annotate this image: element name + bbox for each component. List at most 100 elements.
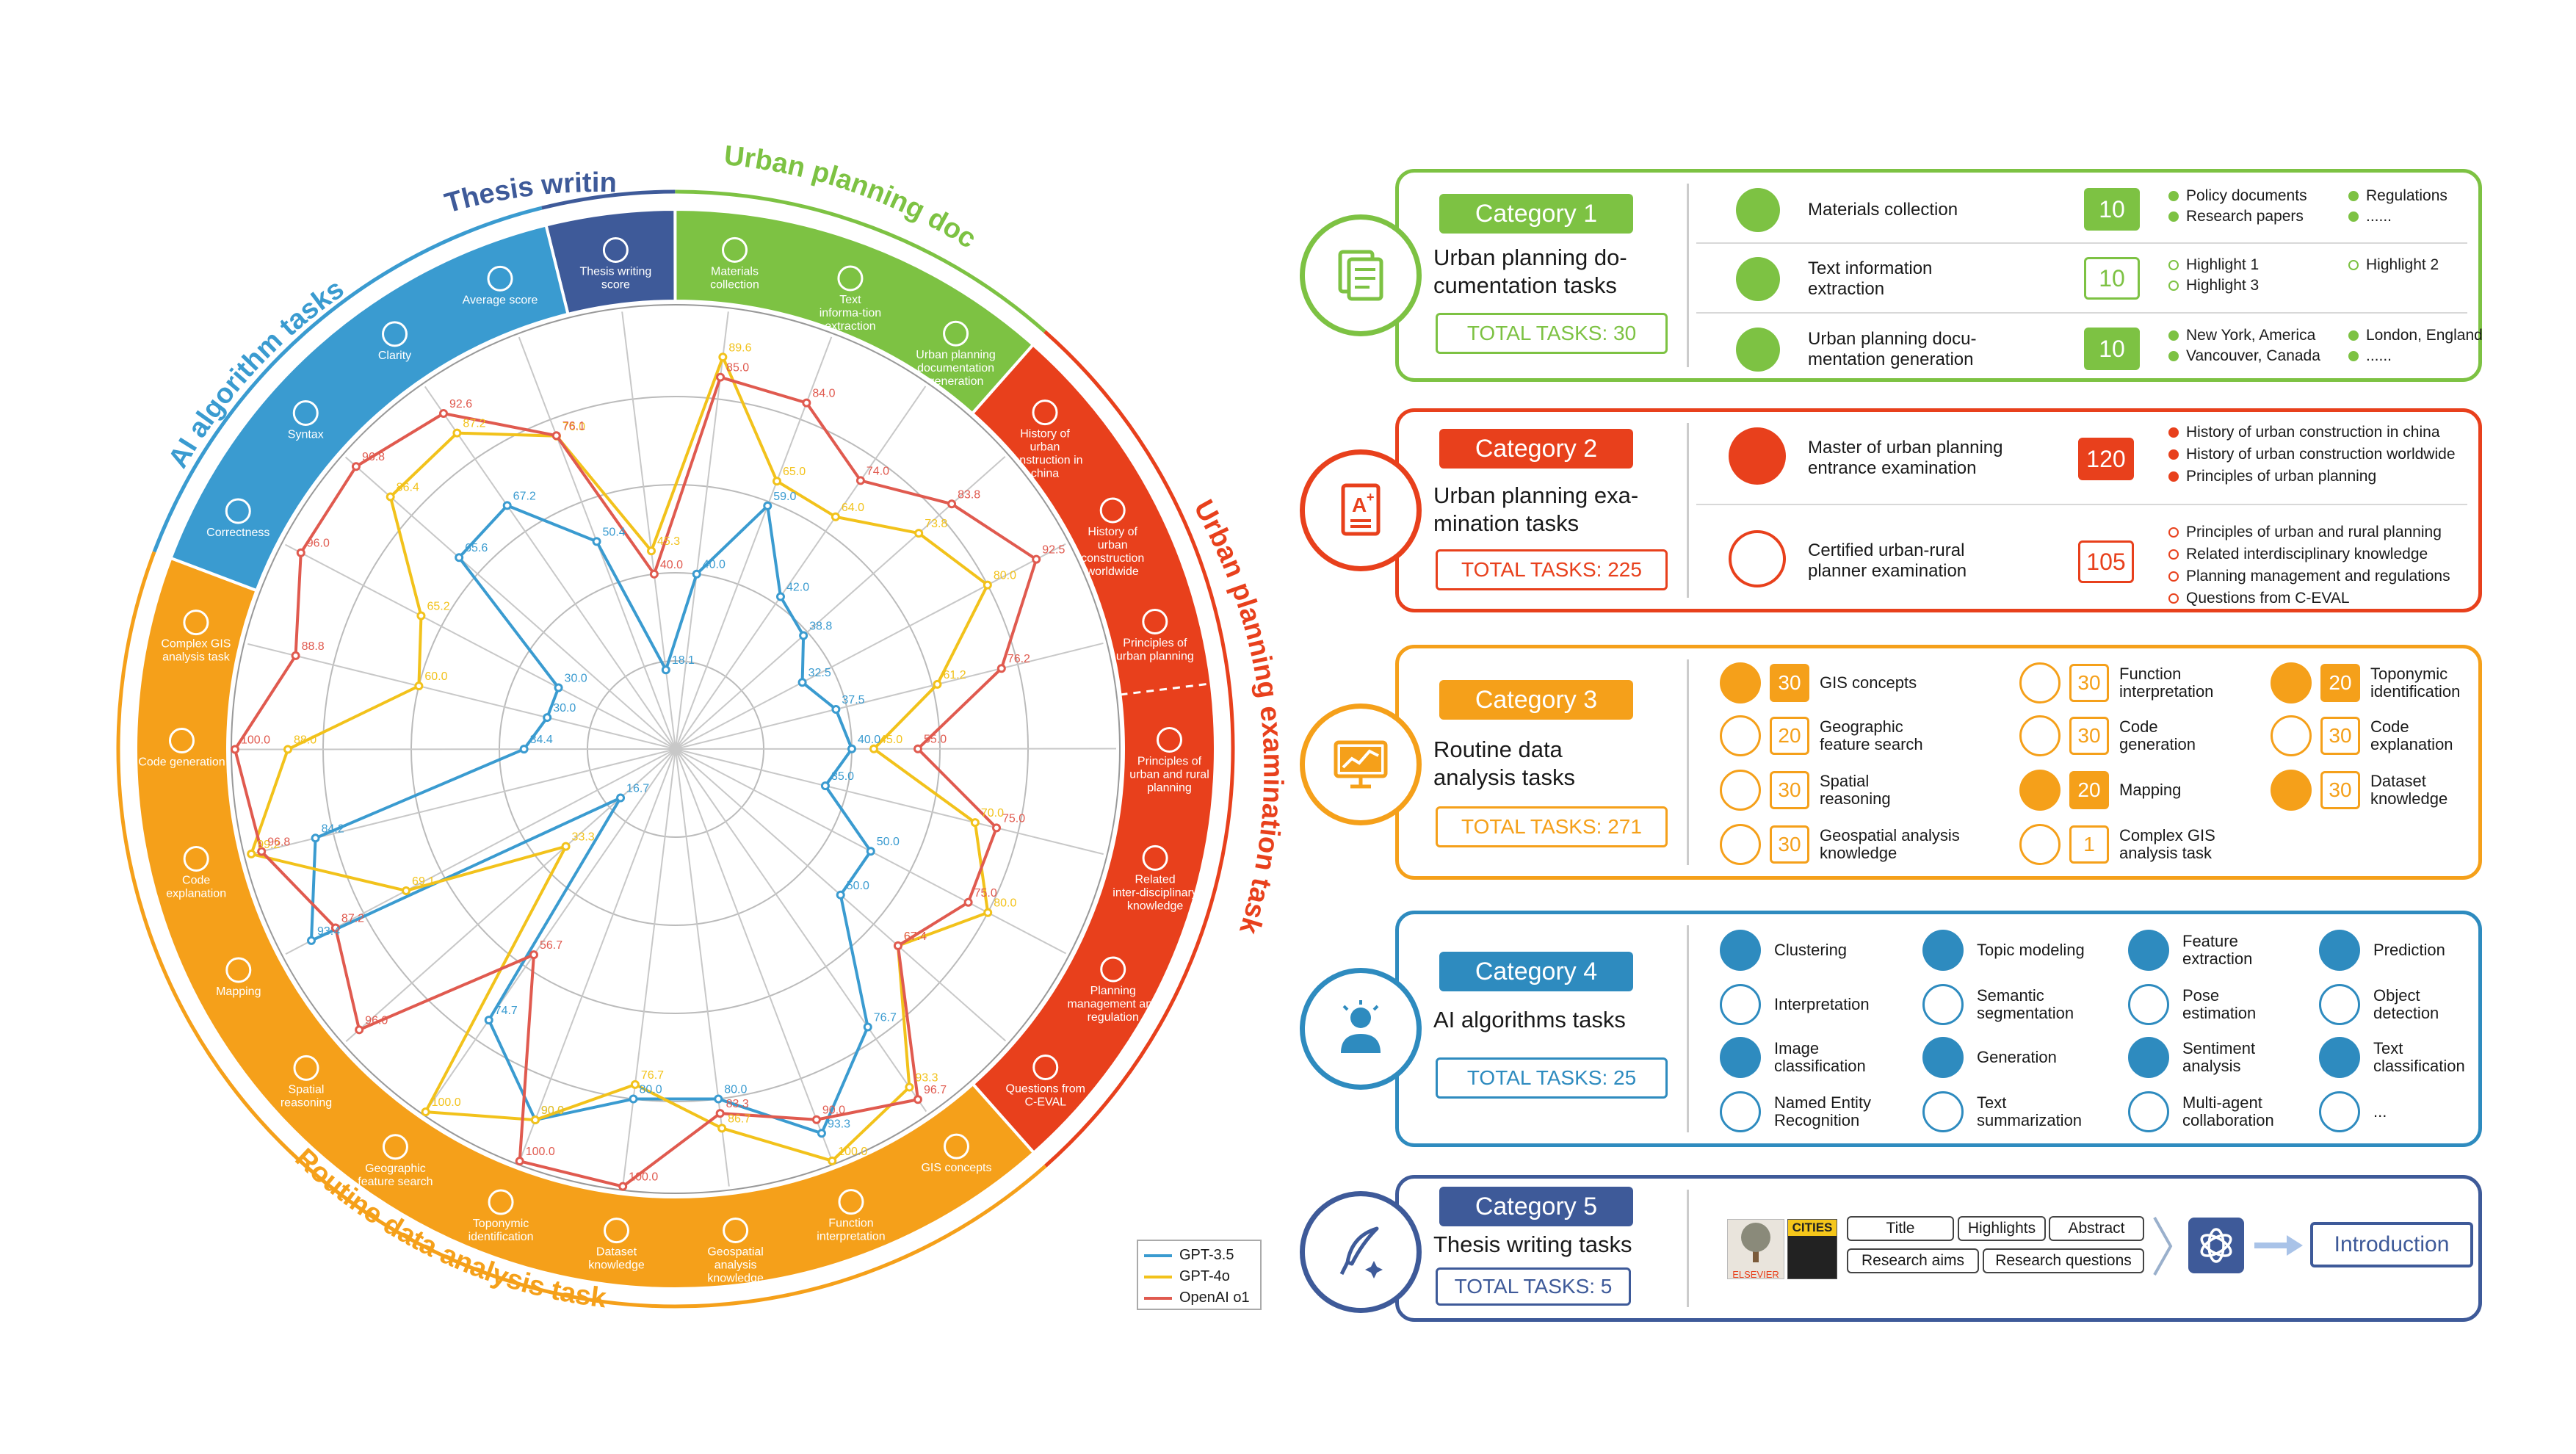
cities-journal-cover: CITIES: [1787, 1219, 1837, 1279]
ring-outline: [116, 551, 1047, 1309]
data-label: 40.0: [858, 734, 880, 746]
radar-grid: [231, 304, 1121, 1194]
separator: [1696, 504, 2467, 505]
series-point: [1032, 554, 1041, 564]
cat2-item-label: entrance examination: [1808, 458, 1977, 478]
series-point: [649, 569, 659, 579]
cat4-item-label: Pose: [2182, 986, 2220, 1005]
cat3-item-label: reasoning: [1820, 789, 1891, 808]
data-label: 45.0: [880, 734, 902, 746]
data-label: 45.3: [657, 535, 680, 548]
data-label: 90.0: [541, 1104, 564, 1117]
axis-icon: [602, 236, 629, 263]
data-label: 30.0: [553, 702, 576, 715]
cat4-item-icon: [2319, 930, 2360, 971]
series-point: [817, 1129, 826, 1138]
bullet-text: Principles of urban and rural planning: [2186, 524, 2442, 540]
bullet-text: ......: [2366, 208, 2392, 225]
cat3-item-label: knowledge: [2370, 789, 2448, 808]
series-point: [913, 744, 922, 753]
cat4-item-label: Generation: [1977, 1048, 2057, 1066]
cat2-item-count: 120: [2078, 438, 2134, 480]
series-point: [831, 704, 841, 714]
bullet-dot: [2168, 191, 2179, 202]
series-point: [231, 745, 240, 754]
bullet-text: Questions from C-EVAL: [2186, 590, 2350, 607]
series-point: [402, 886, 411, 895]
grid-spoke: [621, 311, 676, 750]
legend-label: OpenAI o1: [1179, 1290, 1250, 1306]
legend-item: OpenAI o1: [1144, 1290, 1250, 1306]
bullet-text: Regulations: [2366, 187, 2447, 204]
bullet-dot: [2348, 330, 2359, 341]
bullet-dot: [2168, 593, 2179, 604]
cat3-item-label: interpretation: [2119, 682, 2214, 701]
cat3-item-icon: [2019, 824, 2061, 865]
bullet-dot: [2168, 351, 2179, 362]
data-label: 67.4: [904, 930, 927, 943]
separator: [1687, 1190, 1689, 1307]
axis-icon: [183, 610, 209, 636]
axis-icon: [487, 265, 513, 292]
bullet-text: Policy documents: [2186, 187, 2307, 204]
cat4-item-label: Semantic: [1977, 986, 2044, 1005]
category-4-title: AI algorithms tasks: [1433, 1006, 1626, 1034]
series-point: [763, 501, 773, 510]
axis-label: GIS concepts: [921, 1162, 991, 1174]
cat3-item-label: GIS concepts: [1820, 673, 1917, 692]
cat1-bullet: Regulations: [2348, 187, 2447, 206]
pill-title: Title: [1847, 1216, 1954, 1241]
cat3-item-count: 30: [2320, 717, 2360, 755]
axis-label: Urban planning documentation generation: [916, 349, 996, 388]
cat1-bullet: London, England: [2348, 326, 2483, 345]
legend-label: GPT-3.5: [1179, 1247, 1234, 1263]
cat1-bullet: Highlight 3: [2168, 276, 2259, 295]
axis-icon: [382, 321, 408, 347]
cat1-item-count: 10: [2084, 257, 2140, 300]
ring-outline: [1043, 330, 1235, 1168]
data-label: 96.0: [307, 538, 330, 550]
data-label: 80.0: [994, 570, 1016, 582]
cat1-bullet: Highlight 1: [2168, 256, 2259, 275]
axis-label: Code explanation: [166, 874, 226, 900]
axis-label: Code generation: [138, 756, 225, 769]
cat4-item-icon: [1922, 1091, 1964, 1132]
ring-outline: [152, 206, 543, 553]
cat3-item-label: Complex GIS: [2119, 826, 2215, 844]
series-point: [893, 941, 902, 950]
cat4-item-label: Topic modeling: [1977, 941, 2085, 959]
data-label: 100.0: [241, 734, 270, 746]
axis-label: Thesis writing score: [579, 265, 651, 291]
data-label: 65.2: [427, 600, 449, 612]
grid-spoke: [675, 386, 927, 750]
data-label: 37.5: [842, 694, 864, 706]
cat3-item-count: 30: [1770, 771, 1809, 809]
cat1-item-icon: [1736, 328, 1780, 372]
category-4-total: TOTAL TASKS: 25: [1436, 1057, 1668, 1099]
data-label: 61.2: [943, 669, 966, 681]
axis-label: Complex GIS analysis task: [161, 638, 231, 664]
cat3-item-icon: [2019, 662, 2061, 704]
category-5-total: TOTAL TASKS: 5: [1436, 1267, 1631, 1306]
axis-label: Clarity: [378, 350, 411, 362]
cat3-item-label: knowledge: [1820, 844, 1897, 862]
series-point: [863, 1022, 872, 1032]
data-label: 84.0: [812, 388, 835, 400]
series-point: [630, 1079, 640, 1089]
arrow-right-icon: [2254, 1235, 2303, 1256]
data-label: 96.8: [362, 451, 385, 463]
cat4-item-label: summarization: [1977, 1111, 2083, 1129]
bullet-dot: [2168, 330, 2179, 341]
legend-swatch: [1144, 1254, 1172, 1257]
category-2-badge: Category 2: [1439, 429, 1633, 469]
cat3-item-label: Geographic: [1820, 717, 1903, 736]
axis-label: Spatial reasoning: [281, 1083, 332, 1109]
series-point: [828, 1156, 837, 1165]
axis-label: History of urban construction in china: [1007, 428, 1082, 480]
bullet-dot: [2168, 211, 2179, 223]
category-2-icon: A +: [1300, 449, 1422, 571]
cat3-item-count: 20: [2069, 771, 2109, 809]
separator: [1687, 925, 1689, 1132]
category-2-title: Urban planning exa- mination tasks: [1433, 482, 1638, 538]
data-label: 83.3: [726, 1098, 749, 1110]
